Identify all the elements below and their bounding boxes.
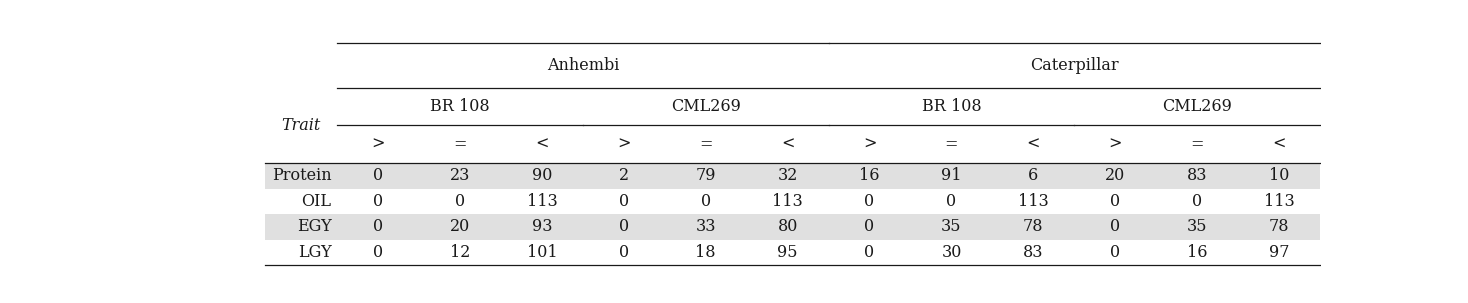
Text: Trait: Trait	[282, 117, 321, 134]
Text: 20: 20	[449, 218, 470, 235]
Text: 91: 91	[941, 167, 962, 184]
Text: 6: 6	[1028, 167, 1038, 184]
Text: =: =	[699, 136, 712, 153]
Text: BR 108: BR 108	[922, 98, 981, 115]
Text: <: <	[1026, 136, 1041, 153]
Text: 78: 78	[1268, 218, 1289, 235]
Text: 113: 113	[772, 193, 803, 210]
Text: Anhembi: Anhembi	[546, 57, 619, 74]
Text: 35: 35	[1188, 218, 1208, 235]
Text: 83: 83	[1023, 244, 1044, 261]
Text: 0: 0	[865, 244, 875, 261]
Text: >: >	[1108, 136, 1122, 153]
Text: 90: 90	[531, 167, 552, 184]
Text: Protein: Protein	[272, 167, 332, 184]
Text: >: >	[371, 136, 385, 153]
Text: CML269: CML269	[1163, 98, 1232, 115]
Text: 20: 20	[1105, 167, 1126, 184]
Text: 0: 0	[373, 167, 383, 184]
Text: 10: 10	[1268, 167, 1289, 184]
Text: 0: 0	[373, 244, 383, 261]
Text: LGY: LGY	[298, 244, 332, 261]
Text: <: <	[781, 136, 794, 153]
Text: 32: 32	[778, 167, 797, 184]
Text: 95: 95	[778, 244, 799, 261]
Text: 0: 0	[865, 218, 875, 235]
Text: 0: 0	[373, 193, 383, 210]
Text: EGY: EGY	[297, 218, 332, 235]
Text: 16: 16	[1188, 244, 1208, 261]
Text: 23: 23	[449, 167, 470, 184]
Bar	[266, 163, 1320, 188]
Text: <: <	[1273, 136, 1286, 153]
Text: 113: 113	[1017, 193, 1048, 210]
Text: 79: 79	[696, 167, 716, 184]
Text: 12: 12	[449, 244, 470, 261]
Text: 0: 0	[618, 193, 628, 210]
Text: 113: 113	[527, 193, 558, 210]
Text: BR 108: BR 108	[430, 98, 490, 115]
Text: 18: 18	[696, 244, 716, 261]
Text: 113: 113	[1264, 193, 1295, 210]
Text: 83: 83	[1188, 167, 1208, 184]
Text: 0: 0	[947, 193, 957, 210]
Text: 0: 0	[455, 193, 465, 210]
Text: 0: 0	[1110, 193, 1120, 210]
Text: =: =	[1191, 136, 1204, 153]
Text: 0: 0	[865, 193, 875, 210]
Text: 0: 0	[700, 193, 711, 210]
Text: 2: 2	[618, 167, 628, 184]
Text: 0: 0	[1192, 193, 1202, 210]
Text: 93: 93	[531, 218, 552, 235]
Text: 30: 30	[941, 244, 962, 261]
Bar	[266, 214, 1320, 239]
Text: 80: 80	[778, 218, 797, 235]
Text: 0: 0	[618, 218, 628, 235]
Text: CML269: CML269	[671, 98, 741, 115]
Text: 97: 97	[1268, 244, 1289, 261]
Text: OIL: OIL	[301, 193, 332, 210]
Text: 0: 0	[1110, 244, 1120, 261]
Text: 0: 0	[1110, 218, 1120, 235]
Text: <: <	[536, 136, 549, 153]
Text: 0: 0	[373, 218, 383, 235]
Text: >: >	[863, 136, 876, 153]
Text: Caterpillar: Caterpillar	[1031, 57, 1119, 74]
Text: 101: 101	[527, 244, 558, 261]
Text: =: =	[454, 136, 467, 153]
Text: 35: 35	[941, 218, 962, 235]
Text: 16: 16	[859, 167, 879, 184]
Text: 0: 0	[618, 244, 628, 261]
Text: =: =	[945, 136, 959, 153]
Text: 33: 33	[696, 218, 716, 235]
Text: >: >	[617, 136, 631, 153]
Text: 78: 78	[1023, 218, 1044, 235]
